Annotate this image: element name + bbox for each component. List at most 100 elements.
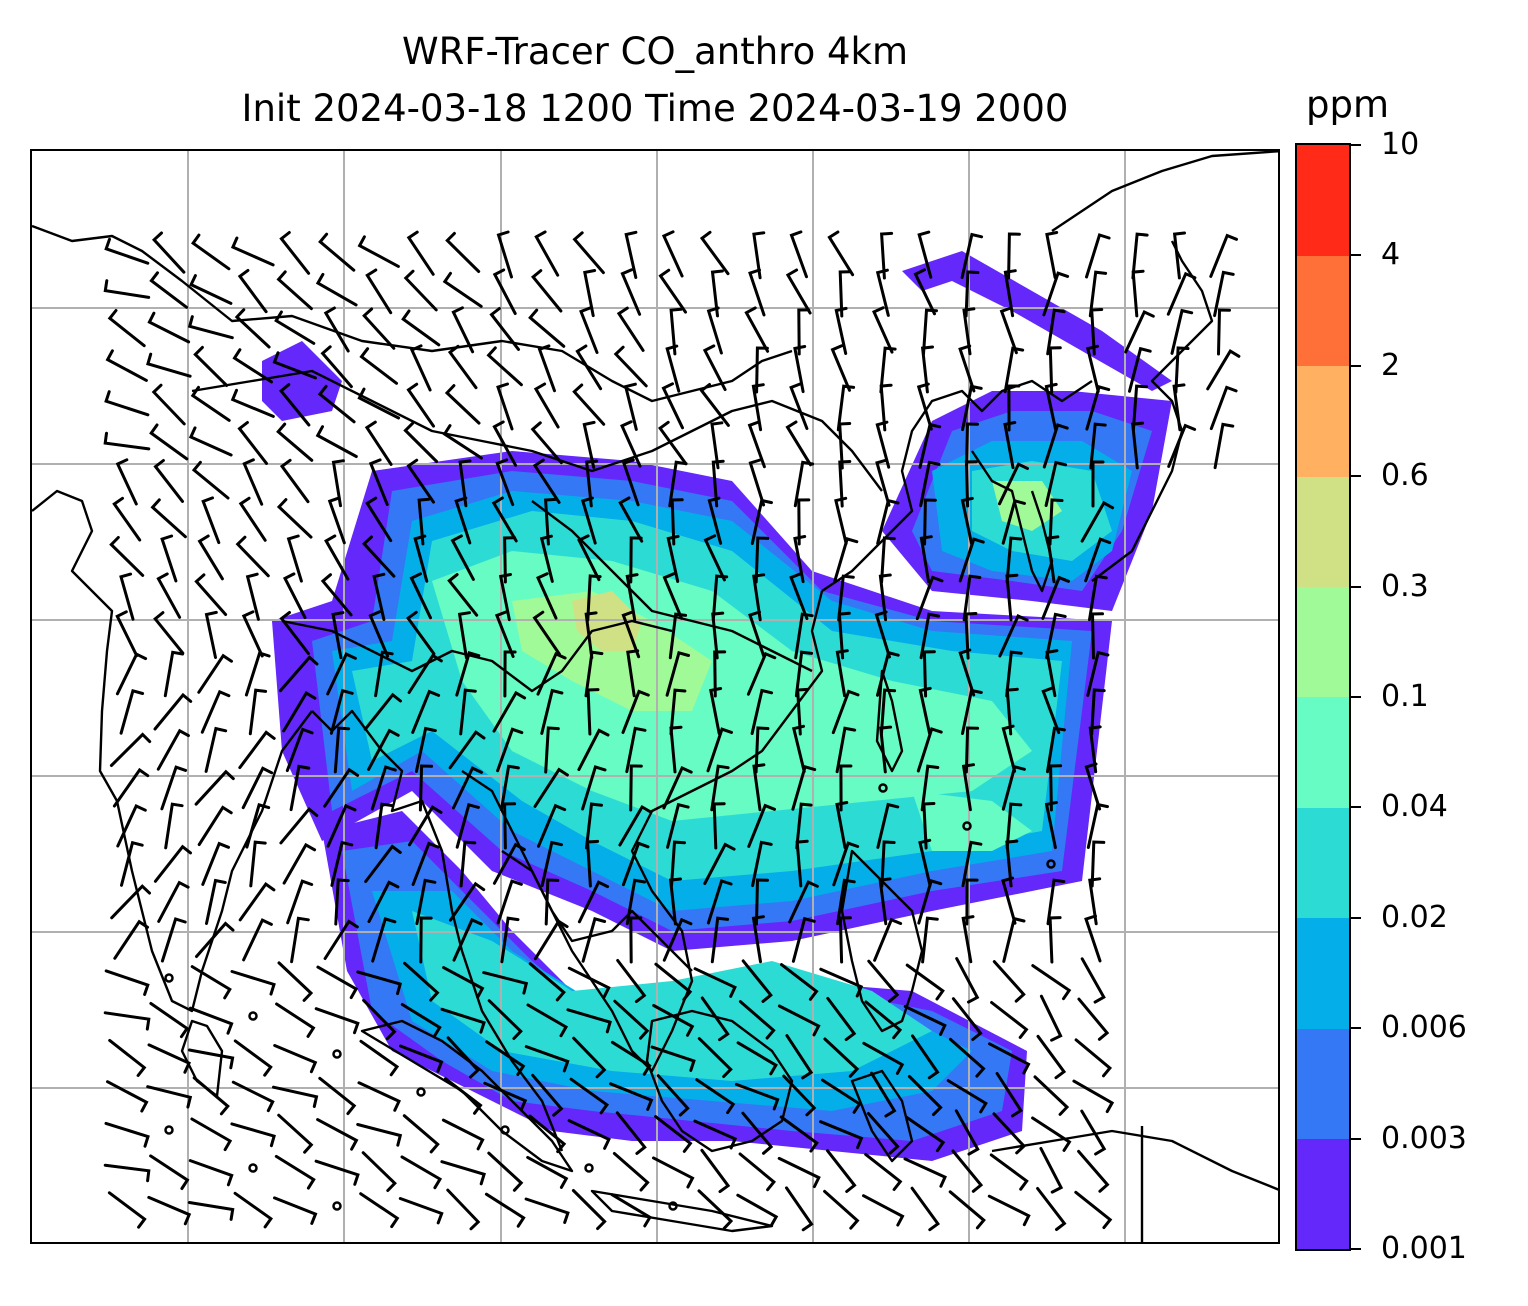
wind-barb [903, 1005, 947, 1036]
wind-barb [153, 844, 192, 883]
wind-barb [754, 726, 770, 774]
wind-barb [496, 382, 514, 431]
map-panel [30, 149, 1280, 1244]
wind-barb [916, 727, 943, 773]
wind-barb [245, 572, 260, 621]
wind-barb [1174, 346, 1190, 394]
wind-barb [879, 346, 897, 394]
wind-barb [365, 496, 393, 543]
wind-barb [998, 462, 1029, 506]
wind-barb [585, 802, 603, 850]
wind-barb [695, 1078, 736, 1115]
colorbar-tick-label: 0.6 [1381, 458, 1429, 494]
wind-barb [1005, 802, 1023, 850]
wind-barb [788, 880, 819, 924]
wind-barb [1031, 964, 1072, 1001]
wind-barb [791, 916, 816, 963]
wind-barb [333, 726, 351, 774]
wind-barb [442, 424, 483, 460]
wind-barb [1172, 383, 1186, 432]
wind-barb [528, 962, 566, 1002]
wind-barb [1085, 344, 1100, 393]
colorbar-segment [1297, 365, 1349, 477]
wind-barb [187, 315, 234, 340]
wind-barb [992, 1112, 1027, 1155]
wind-barb [146, 352, 192, 378]
wind-barb [748, 610, 766, 659]
colorbar-tick [1351, 475, 1361, 478]
wind-barb [105, 349, 148, 382]
wind-barb [741, 1111, 774, 1155]
wind-barb [751, 383, 765, 432]
wind-barb [796, 687, 810, 736]
wind-barb [242, 458, 264, 506]
wind-barb [409, 344, 432, 392]
wind-barb [918, 422, 942, 469]
wind-barb [629, 916, 643, 964]
wind-barb [616, 306, 645, 352]
wind-barb [572, 1036, 607, 1079]
wind-barb [487, 1151, 524, 1192]
wind-barb [157, 880, 190, 923]
wind-barb [364, 844, 402, 883]
wind-barb [197, 805, 233, 847]
wind-barb [1031, 1116, 1072, 1152]
wind-barb [403, 421, 439, 463]
wind-barb [277, 1113, 314, 1154]
wind-barb [109, 732, 152, 767]
wind-barb [1039, 994, 1063, 1042]
wind-barb [160, 534, 178, 583]
wind-barb [586, 574, 602, 622]
wind-barb [954, 1109, 980, 1156]
wind-barb [777, 1156, 821, 1189]
wind-barb [876, 802, 900, 849]
wind-barb [406, 458, 435, 504]
wind-barb [1077, 997, 1110, 1041]
wind-barb [1045, 231, 1059, 280]
wind-barb [668, 460, 688, 508]
wind-barb [234, 308, 271, 349]
wind-barb [668, 612, 688, 660]
wind-barb [652, 1156, 695, 1189]
wind-barb [544, 726, 560, 774]
wind-barb [372, 572, 386, 621]
wind-barb [965, 878, 979, 926]
wind-barb [961, 384, 983, 432]
wind-barb [789, 572, 809, 620]
wind-barb [626, 649, 640, 698]
wind-barb [399, 1044, 444, 1073]
wind-barb [359, 1192, 400, 1229]
colorbar-tick [1351, 806, 1361, 809]
wind-barb [272, 351, 317, 380]
wind-barb [544, 497, 558, 546]
wind-barb [314, 1007, 360, 1035]
wind-barb [919, 612, 941, 660]
wind-barb [903, 1157, 947, 1188]
colorbar-tick-label: 2 [1381, 347, 1401, 383]
wind-barb [153, 611, 185, 655]
wind-barb [282, 572, 307, 620]
wind-barb [586, 839, 600, 888]
wind-barb [109, 536, 145, 577]
wind-barb [834, 306, 848, 355]
wind-barb [104, 969, 150, 996]
wind-barb [960, 496, 974, 545]
wind-barb [459, 688, 477, 736]
wind-barb [357, 387, 401, 420]
wind-barb [496, 230, 513, 279]
wind-barb [275, 1002, 316, 1038]
wind-barb [446, 1188, 481, 1231]
wind-barb [567, 966, 611, 999]
wind-barb [452, 766, 483, 810]
coastline-indochina [461, 590, 824, 1073]
wind-barb [693, 1119, 738, 1150]
wind-barb [374, 650, 394, 698]
wind-barb [949, 1037, 986, 1078]
wind-barb [711, 611, 725, 660]
wind-barb [204, 610, 218, 659]
wind-barb [703, 534, 726, 582]
wind-barb [654, 962, 693, 1002]
wind-barb [323, 767, 360, 808]
wind-barb [362, 998, 397, 1041]
wind-barb [445, 231, 481, 273]
